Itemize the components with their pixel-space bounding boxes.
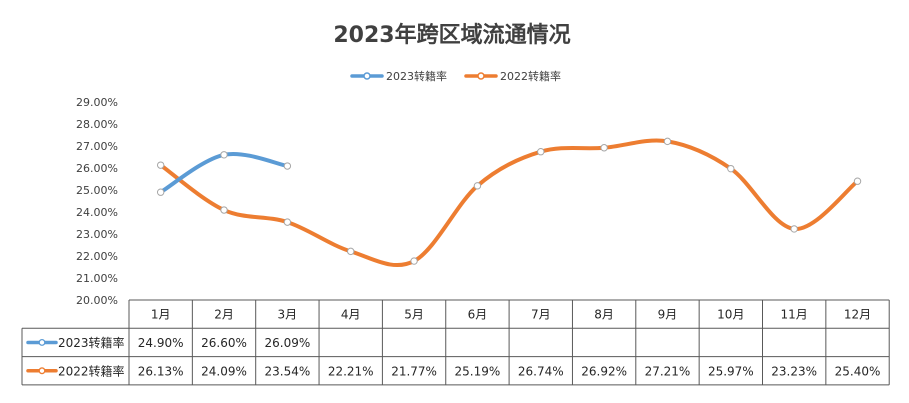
y-tick-label: 27.00% bbox=[76, 140, 118, 153]
x-category-label: 3月 bbox=[278, 308, 298, 322]
y-tick-label: 21.00% bbox=[76, 272, 118, 285]
x-category-label: 8月 bbox=[594, 308, 614, 322]
y-tick-label: 24.00% bbox=[76, 206, 118, 219]
series-group bbox=[156, 151, 292, 196]
y-tick-label: 22.00% bbox=[76, 250, 118, 263]
legend-marker bbox=[477, 72, 485, 80]
series-group bbox=[156, 137, 862, 267]
x-category-label: 5月 bbox=[404, 308, 424, 322]
table-row: 2023转籍率 24.90% 26.60% 26.09% bbox=[26, 335, 310, 350]
data-point bbox=[156, 161, 165, 169]
series-line bbox=[158, 151, 290, 195]
legend-item: 2022转籍率 bbox=[464, 69, 561, 83]
legend-label: 2023转籍率 bbox=[386, 69, 447, 83]
data-label: 26.13% bbox=[138, 364, 184, 378]
data-point bbox=[473, 182, 482, 190]
data-label: 27.21% bbox=[645, 364, 691, 378]
series-layer bbox=[156, 137, 862, 267]
row-label: 2023转籍率 bbox=[58, 335, 125, 350]
y-tick-label: 25.00% bbox=[76, 184, 118, 197]
row-label: 2022转籍率 bbox=[58, 363, 125, 378]
data-point bbox=[283, 162, 292, 170]
data-label: 23.54% bbox=[264, 364, 310, 378]
data-point bbox=[220, 206, 228, 214]
y-tick-label: 20.00% bbox=[76, 294, 118, 307]
data-point bbox=[156, 188, 165, 196]
data-point bbox=[283, 218, 292, 226]
y-tick-label: 26.00% bbox=[76, 162, 118, 175]
x-category-label: 2月 bbox=[214, 308, 234, 322]
data-point bbox=[410, 257, 418, 265]
legend-label: 2022转籍率 bbox=[500, 69, 561, 83]
data-label: 26.09% bbox=[264, 336, 310, 350]
chart-title: 2023年跨区域流通情况 bbox=[333, 22, 570, 48]
row-legend-marker bbox=[38, 339, 46, 346]
data-point bbox=[600, 144, 608, 152]
legend: 2023转籍率 2022转籍率 bbox=[350, 69, 561, 83]
legend-marker bbox=[363, 72, 371, 80]
data-label: 24.09% bbox=[201, 364, 247, 378]
data-label: 23.23% bbox=[771, 364, 817, 378]
data-label: 21.77% bbox=[391, 364, 437, 378]
data-point bbox=[727, 164, 735, 173]
data-point bbox=[853, 177, 862, 185]
data-point bbox=[537, 148, 545, 156]
x-category-label: 7月 bbox=[531, 308, 551, 322]
data-label: 26.92% bbox=[581, 364, 627, 378]
data-label: 25.97% bbox=[708, 364, 754, 378]
data-point bbox=[663, 137, 672, 146]
data-label: 25.19% bbox=[455, 364, 501, 378]
x-category-label: 9月 bbox=[658, 308, 678, 322]
data-label: 24.90% bbox=[138, 336, 184, 350]
row-legend-marker bbox=[38, 367, 46, 375]
x-category-label: 6月 bbox=[468, 308, 488, 322]
y-axis: 20.00% 21.00% 22.00% 23.00% 24.00% 25.00% 26.0… bbox=[76, 96, 118, 307]
data-point bbox=[220, 151, 228, 159]
legend-item: 2023转籍率 bbox=[350, 69, 447, 83]
x-category-label: 12月 bbox=[844, 308, 871, 322]
y-tick-label: 28.00% bbox=[76, 118, 118, 131]
y-tick-label: 29.00% bbox=[76, 96, 118, 109]
x-category-label: 1月 bbox=[151, 308, 171, 322]
x-category-label: 10月 bbox=[717, 308, 744, 322]
data-label: 26.60% bbox=[201, 336, 247, 350]
data-label: 25.40% bbox=[835, 364, 881, 378]
table-row: 2022转籍率 26.13% 24.09% 23.54% 22.21% 21.77% 25.… bbox=[26, 363, 881, 378]
x-category-label: 4月 bbox=[341, 308, 361, 322]
x-category-label: 11月 bbox=[781, 308, 808, 322]
y-tick-label: 23.00% bbox=[76, 228, 118, 241]
data-label: 22.21% bbox=[328, 364, 374, 378]
data-table: 1月 2月 3月 4月 5月 6月 7月 8月 9月 10月 11月 12月 2023转籍率 24.90%… bbox=[21, 299, 890, 386]
data-label: 26.74% bbox=[518, 364, 564, 378]
data-point bbox=[347, 247, 355, 256]
data-point bbox=[790, 225, 798, 233]
